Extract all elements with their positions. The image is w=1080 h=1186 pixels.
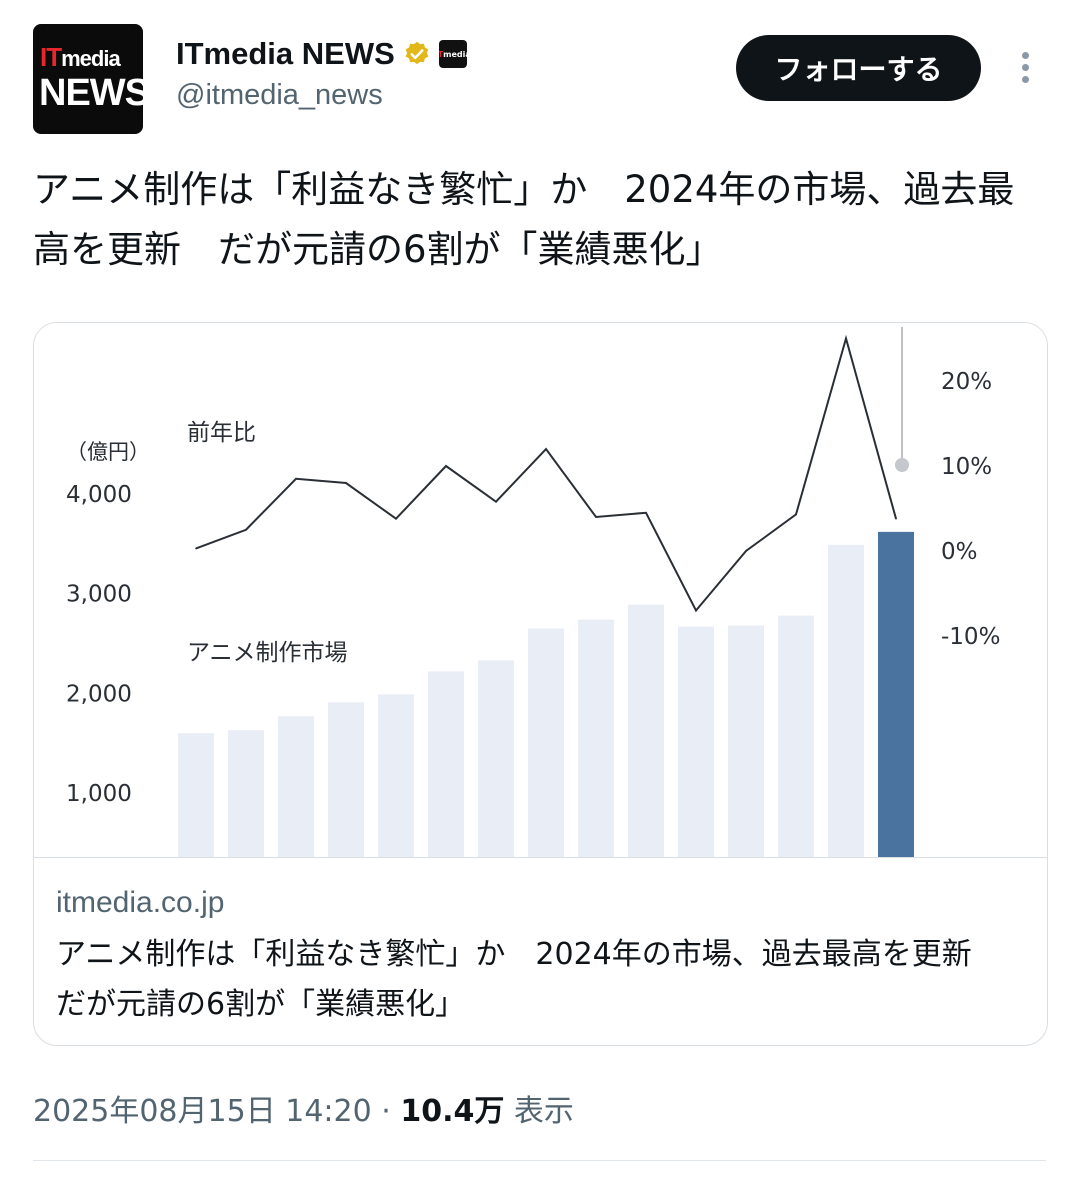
bar — [378, 694, 414, 857]
bar — [828, 544, 864, 857]
right-tick-label: -10% — [941, 624, 1000, 650]
tweet-text: アニメ制作は「利益なき繁忙」か 2024年の市場、過去最高を更新 だが元請の6割… — [33, 168, 1015, 271]
views-count: 10.4万 — [400, 1094, 505, 1129]
left-tick-label: 3,000 — [66, 582, 132, 608]
views-label: 表示 — [513, 1094, 574, 1129]
card-title[interactable]: アニメ制作は「利益なき繁忙」か 2024年の市場、過去最高を更新 だが元請の6割… — [56, 937, 1002, 1022]
line-point — [295, 477, 297, 480]
bar — [278, 716, 314, 857]
line-point — [645, 511, 647, 514]
line-point — [845, 337, 847, 340]
more-options-icon[interactable] — [1013, 48, 1037, 88]
bar — [328, 702, 364, 857]
account-name-row: ITmedia NEWS ITmedia — [176, 36, 467, 72]
right-tick-label: 20% — [941, 369, 992, 395]
bar — [228, 730, 264, 857]
link-card[interactable]: （億円） 4,000 3,000 2,000 1,000 20% 10% 0% -10% 前… — [33, 322, 1048, 1046]
line-point — [745, 550, 747, 552]
account-avatar[interactable]: ITmedia NEWS — [33, 24, 143, 134]
timestamp[interactable]: 2025年08月15日 14:20 — [33, 1094, 372, 1129]
bar — [528, 628, 564, 857]
card-chart-image[interactable]: （億円） 4,000 3,000 2,000 1,000 20% 10% 0% -10% 前… — [34, 323, 1047, 857]
line-point — [495, 500, 497, 503]
right-tick-label: 0% — [941, 539, 978, 565]
meta-separator: · — [381, 1094, 391, 1129]
left-tick-label: 2,000 — [66, 681, 132, 707]
line-point — [795, 513, 797, 516]
line-point — [345, 482, 347, 484]
tweet-meta: 2025年08月15日 14:20 · 10.4万 表示 — [33, 1086, 574, 1130]
bar — [578, 619, 614, 857]
display-name[interactable]: ITmedia NEWS — [176, 36, 395, 71]
organization-badge-icon[interactable]: ITmedia — [438, 40, 467, 68]
bar — [728, 625, 764, 857]
bar — [878, 531, 914, 857]
line-point — [195, 547, 197, 550]
bar — [178, 733, 214, 857]
line-series-label: 前年比 — [187, 420, 256, 446]
line-point — [895, 517, 897, 520]
follow-button[interactable]: フォローする — [736, 35, 981, 101]
line-point — [595, 516, 597, 518]
bar — [478, 660, 514, 857]
line-point — [395, 517, 397, 520]
right-tick-label: 10% — [941, 454, 992, 480]
line-point — [245, 528, 247, 531]
line-point — [695, 609, 697, 612]
left-tick-label: 4,000 — [66, 482, 132, 508]
line-point — [545, 448, 547, 450]
line-point — [445, 465, 447, 467]
left-axis-unit: （億円） — [66, 440, 150, 464]
avatar-logo-it: ITmedia — [40, 42, 121, 72]
bar — [428, 671, 464, 857]
marker-dot — [895, 458, 909, 472]
gold-check-badge-icon[interactable] — [403, 40, 431, 68]
account-handle[interactable]: @itmedia_news — [176, 79, 383, 111]
avatar-logo-news: NEWS — [39, 72, 143, 114]
bar — [628, 604, 664, 857]
card-footer[interactable]: itmedia.co.jp アニメ制作は「利益なき繁忙」か 2024年の市場、過… — [34, 857, 1047, 1045]
bar-series-label: アニメ制作市場 — [187, 640, 348, 666]
bar — [678, 626, 714, 857]
left-tick-label: 1,000 — [66, 781, 132, 807]
card-domain[interactable]: itmedia.co.jp — [56, 886, 225, 919]
bar — [778, 615, 814, 857]
divider — [33, 1160, 1046, 1161]
